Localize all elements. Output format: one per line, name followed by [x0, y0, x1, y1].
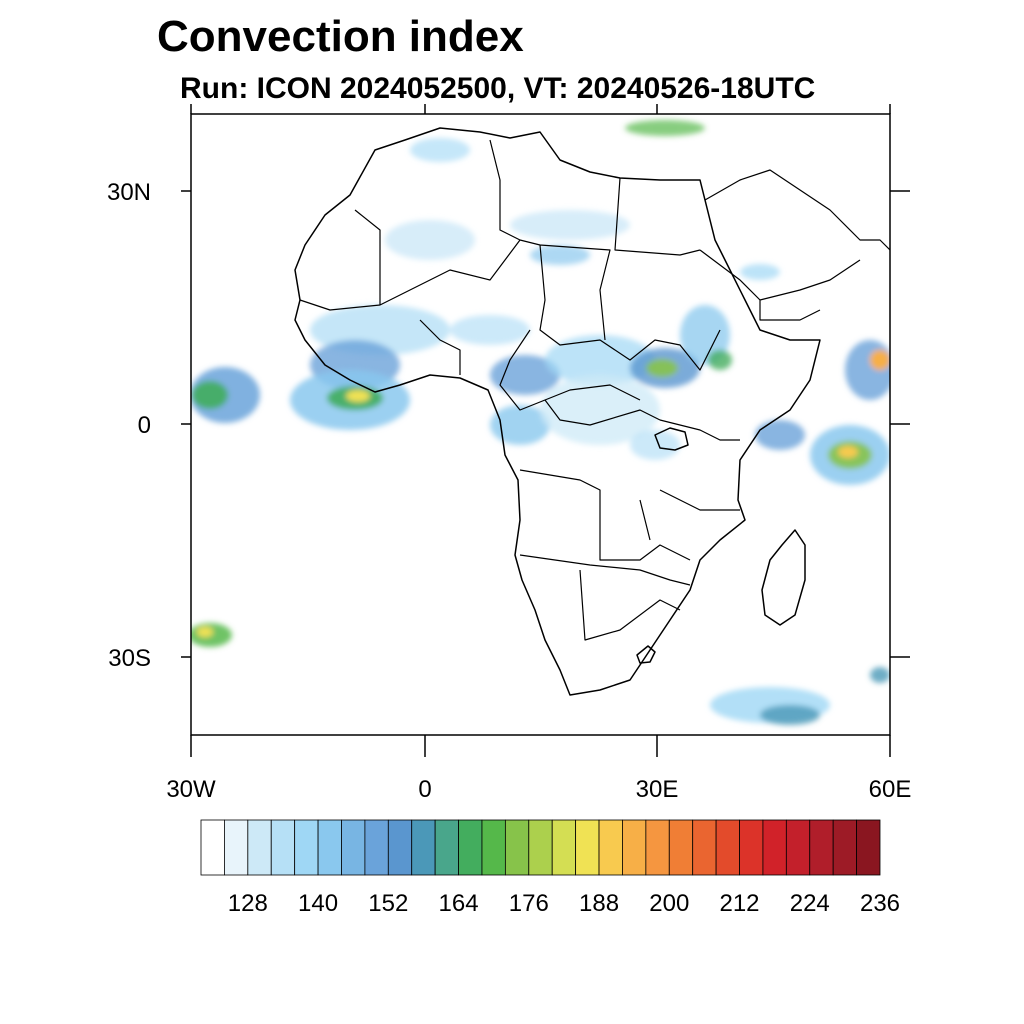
lon-label-30w: 30W — [166, 776, 216, 803]
colorbar-label: 140 — [298, 890, 338, 917]
convection-area — [545, 335, 655, 385]
convection-area — [870, 350, 890, 370]
colorbar-swatch — [200, 819, 225, 876]
convection-area — [410, 138, 470, 162]
map-of-africa — [294, 127, 890, 696]
convection-area — [540, 375, 660, 445]
colorbar-label: 212 — [719, 890, 759, 917]
convection-area — [646, 359, 678, 377]
axis-ticks — [181, 104, 910, 757]
colorbar-swatch — [247, 819, 272, 876]
lat-label-0: 0 — [138, 412, 151, 439]
lesotho — [636, 645, 656, 664]
colorbar-swatch — [645, 819, 670, 876]
convection-area — [192, 381, 228, 409]
colorbar-swatch — [668, 819, 694, 876]
colorbar-swatch — [762, 819, 787, 876]
colorbar-swatch — [294, 819, 319, 876]
colorbar-label: 176 — [509, 890, 549, 917]
colorbar-swatch — [528, 819, 553, 876]
convection-area — [708, 350, 732, 370]
colorbar-swatch — [434, 819, 459, 876]
country-borders — [299, 139, 890, 641]
colorbar-swatch — [551, 819, 577, 876]
colorbar-swatch — [832, 819, 857, 876]
colorbar-label: 236 — [860, 890, 900, 917]
colorbar-label: 188 — [579, 890, 619, 917]
convection-area — [385, 220, 475, 260]
colorbar-swatch — [411, 819, 436, 876]
convection-areas — [191, 120, 890, 725]
convection-area — [625, 120, 705, 136]
lat-label-30n: 30N — [107, 179, 151, 206]
chart-subtitle: Run: ICON 2024052500, VT: 20240526-18UTC — [180, 72, 816, 105]
colorbar-swatch — [387, 819, 413, 876]
convection-area — [490, 405, 550, 445]
colorbar-swatch — [785, 819, 811, 876]
convection-area — [346, 390, 370, 402]
colorbar-labels: 128 140 152 164 176 188 200 212 224 236 — [228, 890, 900, 917]
colorbar-swatch — [856, 819, 881, 876]
colorbar-swatch — [622, 819, 647, 876]
colorbar-swatch — [739, 819, 764, 876]
convection-area — [755, 420, 805, 450]
colorbar-label: 200 — [649, 890, 689, 917]
colorbar-swatch — [458, 819, 483, 876]
convection-area — [510, 210, 630, 240]
colorbar-label: 164 — [439, 890, 479, 917]
convection-area — [870, 667, 890, 683]
colorbar-swatch — [270, 819, 296, 876]
colorbar-swatch — [715, 819, 740, 876]
colorbar-swatch — [809, 819, 834, 876]
colorbar-label: 224 — [790, 890, 830, 917]
colorbar-swatch — [575, 819, 600, 876]
convection-area — [680, 305, 730, 365]
colorbar-swatch — [224, 819, 249, 876]
convection-area — [630, 430, 680, 460]
colorbar-swatch — [692, 819, 717, 876]
colorbar — [200, 819, 881, 876]
convection-area — [845, 340, 890, 400]
colorbar-swatch — [341, 819, 366, 876]
colorbar-swatch — [598, 819, 623, 876]
convection-area — [740, 264, 780, 280]
lat-label-30s: 30S — [108, 645, 151, 672]
convection-area — [530, 245, 590, 265]
colorbar-label: 152 — [368, 890, 408, 917]
colorbar-swatch — [317, 819, 342, 876]
madagascar — [761, 529, 806, 626]
colorbar-swatch — [504, 819, 530, 876]
colorbar-swatch — [364, 819, 389, 876]
convection-area — [197, 627, 213, 637]
africa-coastline — [294, 127, 821, 696]
lake-victoria — [654, 427, 689, 451]
convection-area — [838, 446, 858, 458]
colorbar-swatch — [481, 819, 506, 876]
lon-label-60e: 60E — [869, 776, 912, 803]
lon-label-30e: 30E — [636, 776, 679, 803]
lon-label-0: 0 — [418, 776, 431, 803]
convection-area — [450, 315, 530, 345]
convection-area — [760, 705, 820, 725]
chart-title: Convection index — [157, 12, 524, 61]
colorbar-label: 128 — [228, 890, 268, 917]
